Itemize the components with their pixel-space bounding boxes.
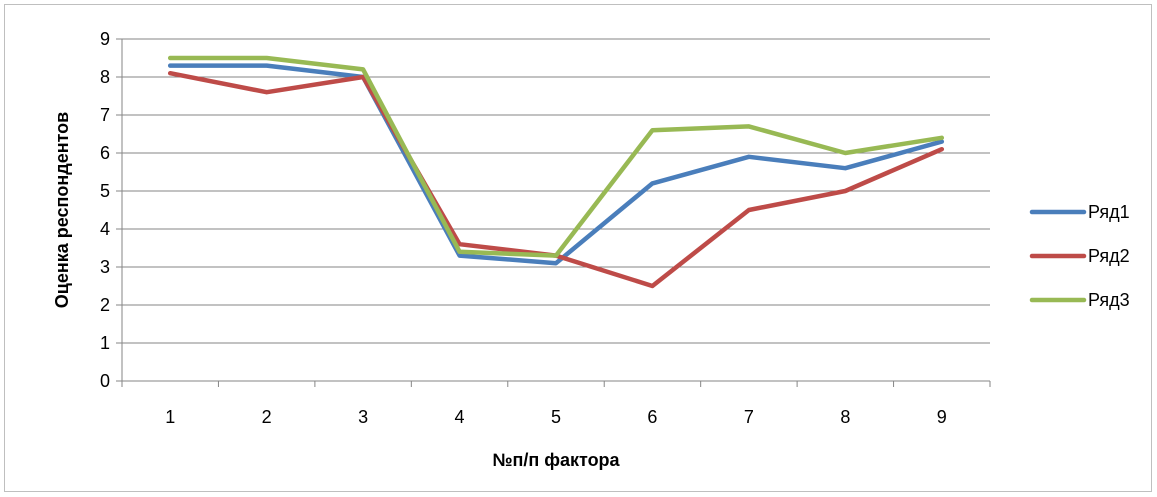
x-tick-label: 1 <box>165 407 175 427</box>
x-tick-label: 4 <box>455 407 465 427</box>
axes <box>116 38 991 387</box>
legend-label-2: Ряд2 <box>1088 246 1130 266</box>
legend: Ряд1 Ряд2 Ряд3 <box>1029 202 1130 310</box>
y-tick-label: 4 <box>100 219 110 239</box>
x-tick-label: 8 <box>840 407 850 427</box>
x-axis-title: №п/п фактора <box>492 450 620 470</box>
series-line-1 <box>167 63 945 266</box>
y-tick-label: 2 <box>100 295 110 315</box>
x-tick-label: 2 <box>262 407 272 427</box>
y-axis-title: Оценка респондентов <box>52 112 72 308</box>
x-tick-label: 7 <box>744 407 754 427</box>
y-tick-label: 0 <box>100 371 110 391</box>
legend-label-1: Ряд1 <box>1088 202 1130 222</box>
y-tick-label: 6 <box>100 143 110 163</box>
y-tick-labels: 0 1 2 3 4 5 6 7 8 9 <box>100 29 110 391</box>
legend-label-3: Ряд3 <box>1088 290 1130 310</box>
gridlines <box>122 38 990 344</box>
series-lines <box>167 55 945 289</box>
x-tick-labels: 1 2 3 4 5 6 7 8 9 <box>165 407 947 427</box>
series-line-3 <box>167 55 945 258</box>
x-tick-label: 9 <box>937 407 947 427</box>
chart-area <box>4 4 1152 492</box>
y-tick-label: 9 <box>100 29 110 49</box>
x-tick-label: 6 <box>647 407 657 427</box>
y-tick-label: 3 <box>100 257 110 277</box>
y-tick-label: 5 <box>100 181 110 201</box>
x-tick-label: 3 <box>358 407 368 427</box>
y-tick-label: 8 <box>100 67 110 87</box>
y-tick-label: 7 <box>100 105 110 125</box>
x-tick-label: 5 <box>551 407 561 427</box>
y-tick-label: 1 <box>100 333 110 353</box>
